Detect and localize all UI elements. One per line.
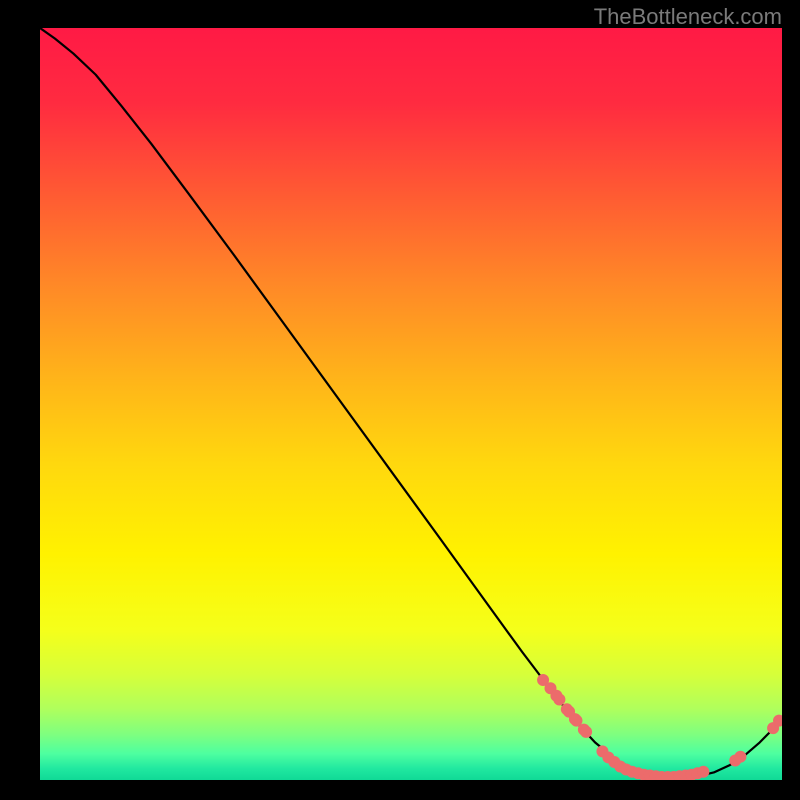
marker-group [537,674,782,780]
marker-dot [580,726,592,738]
watermark-text: TheBottleneck.com [594,4,782,30]
chart-frame: TheBottleneck.com [0,0,800,800]
plot-area [40,28,782,780]
marker-dot [734,751,746,763]
marker-dot [697,766,709,778]
chart-svg [40,28,782,780]
bottleneck-curve [40,28,782,778]
marker-dot [553,694,565,706]
